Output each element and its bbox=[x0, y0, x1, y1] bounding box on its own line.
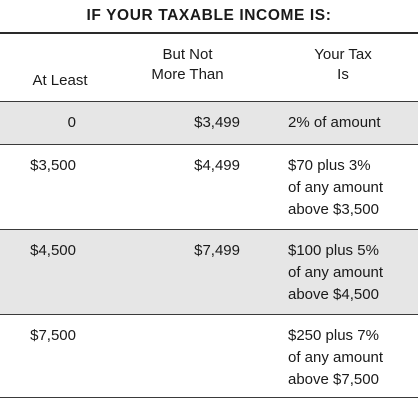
header-at-least: At Least bbox=[32, 72, 88, 89]
tax-line: above $7,500 bbox=[288, 371, 379, 388]
cell-your-tax: $250 plus 7% of any amount above $7,500 bbox=[288, 325, 418, 391]
table-row: $4,500 $7,499 $100 plus 5% of any amount… bbox=[0, 230, 418, 314]
cell-at-least: $3,500 bbox=[30, 157, 76, 174]
header-your-tax-line2: Is bbox=[337, 66, 349, 83]
tax-line: of any amount bbox=[288, 264, 384, 281]
row-divider bbox=[0, 229, 418, 230]
header-but-not-line1: But Not bbox=[162, 46, 213, 63]
row-divider bbox=[0, 314, 418, 315]
tax-line: above $3,500 bbox=[288, 201, 379, 218]
table-row: 0 $3,499 2% of amount bbox=[0, 102, 418, 144]
cell-but-not-more-than: $7,499 bbox=[194, 242, 240, 259]
top-rule bbox=[0, 32, 418, 34]
header-divider bbox=[0, 101, 418, 102]
cell-at-least: 0 bbox=[67, 114, 76, 131]
cell-your-tax: 2% of amount bbox=[288, 112, 418, 134]
table-row: $7,500 $250 plus 7% of any amount above … bbox=[0, 315, 418, 397]
tax-line: 2% of amount bbox=[288, 114, 381, 131]
tax-line: $250 plus 7% bbox=[288, 327, 379, 344]
table-title: IF YOUR TAXABLE INCOME IS: bbox=[86, 7, 332, 24]
cell-at-least: $4,500 bbox=[30, 242, 76, 259]
tax-line: $70 plus 3% bbox=[288, 157, 371, 174]
cell-but-not-more-than: $4,499 bbox=[194, 157, 240, 174]
tax-line: $100 plus 5% bbox=[288, 242, 379, 259]
header-but-not-line2: More Than bbox=[151, 66, 224, 83]
header-your-tax-line1: Your Tax bbox=[314, 46, 372, 63]
cell-your-tax: $70 plus 3% of any amount above $3,500 bbox=[288, 155, 418, 221]
tax-line: of any amount bbox=[288, 349, 384, 366]
cell-your-tax: $100 plus 5% of any amount above $4,500 bbox=[288, 240, 418, 306]
header-your-tax: Your Tax Is bbox=[268, 45, 418, 85]
table-header: At Least But Not More Than Your Tax Is bbox=[0, 45, 418, 95]
row-divider bbox=[0, 144, 418, 145]
cell-but-not-more-than: $3,499 bbox=[194, 114, 240, 131]
bottom-rule bbox=[0, 397, 418, 398]
table-row: $3,500 $4,499 $70 plus 3% of any amount … bbox=[0, 145, 418, 229]
cell-at-least: $7,500 bbox=[30, 327, 76, 344]
tax-line: above $4,500 bbox=[288, 286, 379, 303]
tax-line: of any amount bbox=[288, 179, 384, 196]
header-but-not-more-than: But Not More Than bbox=[125, 45, 250, 85]
